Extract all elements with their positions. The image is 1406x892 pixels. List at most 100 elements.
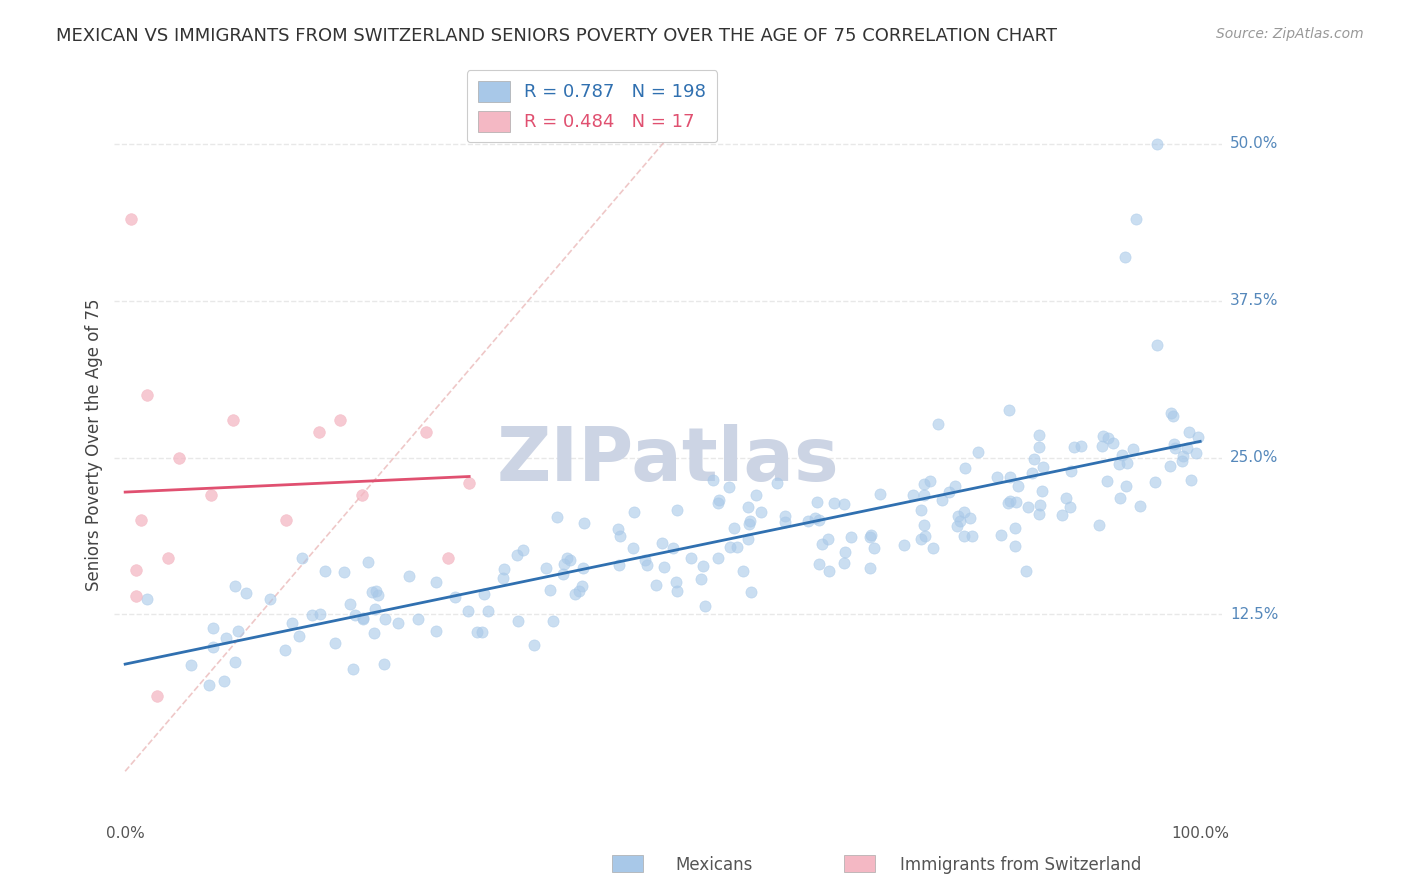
Point: [1032, 459, 1054, 474]
Text: Immigrants from Switzerland: Immigrants from Switzerland: [900, 856, 1142, 874]
Point: [472, 587, 495, 601]
Point: [387, 616, 409, 631]
Point: [806, 495, 828, 509]
Point: [398, 568, 420, 582]
Point: [607, 558, 630, 572]
Point: [1178, 425, 1201, 440]
Point: [1146, 337, 1168, 351]
Point: [749, 504, 772, 518]
Point: [1004, 521, 1026, 535]
Point: [990, 528, 1012, 542]
Point: [281, 615, 304, 630]
Point: [1102, 435, 1125, 450]
Point: [609, 529, 631, 543]
Point: [920, 474, 942, 488]
Point: [558, 552, 581, 566]
Point: [125, 564, 148, 578]
Point: [291, 551, 314, 566]
Point: [276, 513, 298, 527]
Point: [893, 538, 915, 552]
Point: [333, 565, 356, 579]
Point: [1187, 430, 1209, 444]
Point: [215, 631, 238, 645]
Point: [910, 532, 932, 546]
Point: [1070, 439, 1092, 453]
Point: [1031, 483, 1053, 498]
Point: [352, 612, 374, 626]
Point: [571, 579, 593, 593]
Text: 50.0%: 50.0%: [1230, 136, 1278, 152]
Point: [808, 513, 831, 527]
Text: Source: ZipAtlas.com: Source: ZipAtlas.com: [1216, 27, 1364, 41]
Point: [408, 612, 430, 626]
Point: [309, 607, 332, 622]
Point: [1161, 409, 1184, 424]
Point: [997, 496, 1019, 510]
Point: [135, 388, 157, 402]
Point: [859, 528, 882, 542]
Point: [681, 551, 703, 566]
Point: [314, 565, 336, 579]
Point: [738, 514, 761, 528]
Text: 37.5%: 37.5%: [1230, 293, 1278, 308]
Point: [477, 604, 499, 618]
Point: [555, 550, 578, 565]
Point: [323, 635, 346, 649]
Point: [998, 494, 1021, 508]
Point: [960, 529, 983, 543]
Point: [1108, 457, 1130, 471]
Point: [342, 662, 364, 676]
Point: [1185, 446, 1208, 460]
Point: [910, 502, 932, 516]
Point: [1004, 495, 1026, 509]
Point: [1028, 440, 1050, 454]
Point: [869, 487, 891, 501]
Point: [723, 521, 745, 535]
Point: [665, 574, 688, 589]
Point: [543, 614, 565, 628]
Point: [308, 425, 330, 440]
Point: [811, 537, 834, 551]
Point: [1091, 439, 1114, 453]
Point: [553, 557, 575, 571]
Point: [823, 496, 845, 510]
Point: [953, 505, 976, 519]
Point: [807, 558, 830, 572]
Point: [546, 510, 568, 524]
Point: [1114, 250, 1136, 264]
Point: [718, 540, 741, 554]
Point: [623, 506, 645, 520]
Point: [652, 560, 675, 574]
Point: [1125, 212, 1147, 227]
Point: [415, 425, 437, 440]
Point: [146, 689, 169, 703]
Point: [492, 562, 515, 576]
Point: [458, 475, 481, 490]
Point: [966, 445, 988, 459]
Point: [733, 564, 755, 578]
Point: [1097, 431, 1119, 445]
Point: [301, 608, 323, 623]
Point: [274, 642, 297, 657]
Point: [1024, 451, 1046, 466]
Point: [695, 599, 717, 613]
Point: [737, 532, 759, 546]
Point: [737, 517, 759, 532]
Point: [645, 578, 668, 592]
Point: [931, 492, 953, 507]
Point: [201, 621, 224, 635]
Point: [706, 550, 728, 565]
Point: [471, 624, 494, 639]
Point: [959, 510, 981, 524]
Point: [1173, 449, 1195, 463]
Point: [1175, 441, 1198, 455]
Point: [1060, 464, 1083, 478]
Point: [773, 515, 796, 529]
Point: [356, 555, 378, 569]
Point: [506, 615, 529, 629]
Point: [690, 572, 713, 586]
Point: [832, 556, 855, 570]
Point: [352, 611, 374, 625]
Point: [167, 450, 190, 465]
Point: [221, 413, 243, 427]
